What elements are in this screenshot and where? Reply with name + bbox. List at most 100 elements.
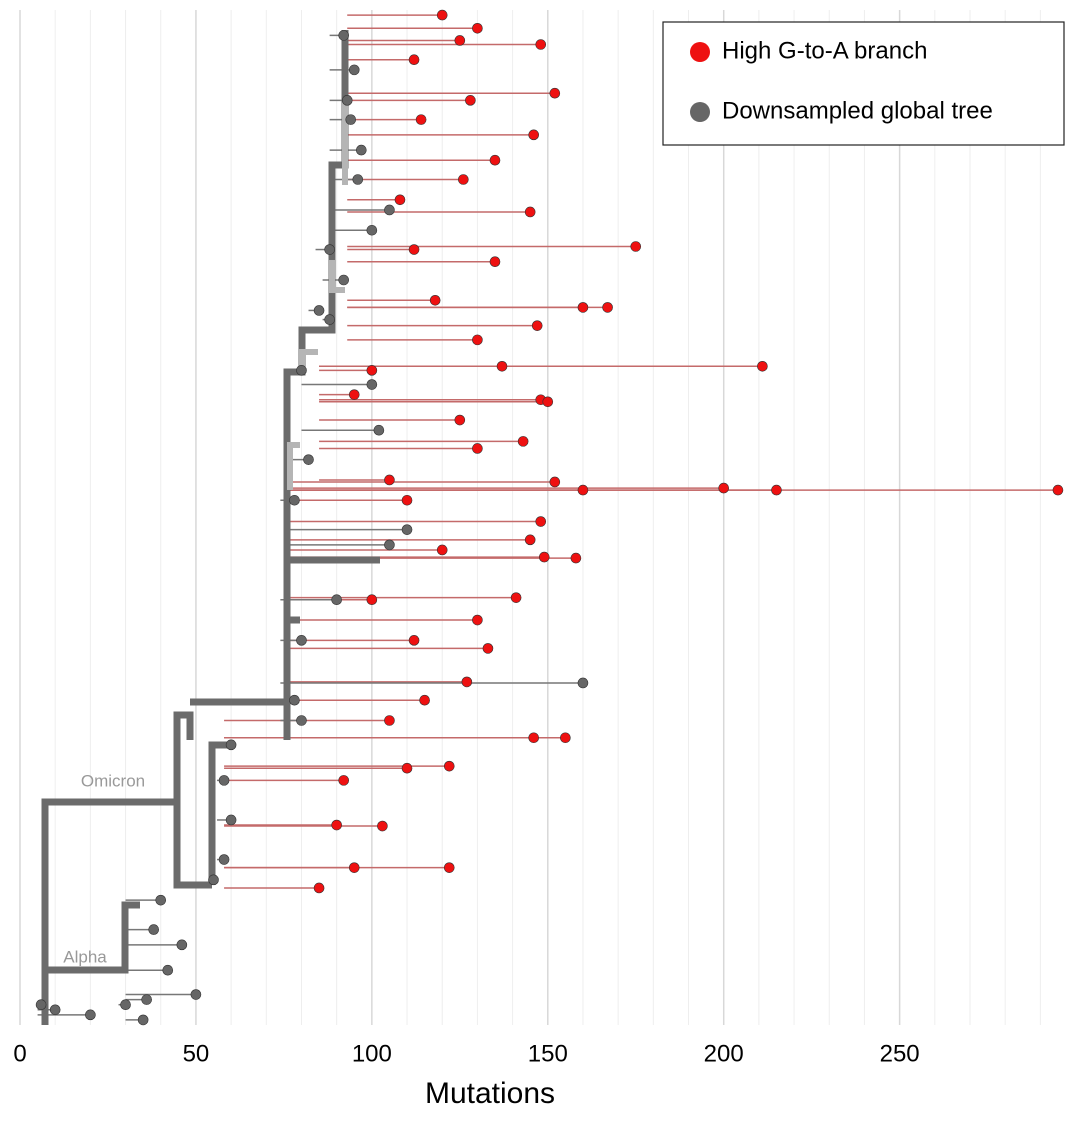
tip — [384, 715, 395, 726]
tip — [49, 1004, 61, 1016]
x-tick-label: 200 — [704, 1040, 744, 1067]
tip — [348, 862, 360, 873]
tip — [461, 676, 473, 688]
tip — [313, 882, 325, 894]
tip — [225, 739, 237, 751]
tip — [602, 302, 613, 313]
tip — [577, 677, 589, 689]
tip — [577, 302, 589, 313]
tip — [408, 54, 420, 66]
tip — [531, 320, 543, 331]
tip — [489, 256, 501, 268]
tip — [1052, 484, 1064, 496]
tip — [366, 365, 378, 376]
tip — [296, 715, 307, 726]
tip — [377, 820, 388, 832]
x-tick-label: 100 — [352, 1040, 392, 1067]
tip — [401, 762, 413, 774]
tip — [384, 204, 395, 216]
tip — [141, 994, 152, 1005]
tip — [331, 819, 342, 831]
tip — [331, 594, 342, 606]
legend-marker — [690, 102, 710, 122]
tip — [190, 989, 202, 1000]
tip — [384, 539, 395, 551]
tip — [120, 999, 131, 1011]
tip — [549, 87, 561, 99]
tip — [489, 154, 501, 166]
tip — [366, 224, 378, 236]
tip — [155, 894, 167, 906]
x-axis-label: Mutations — [425, 1077, 555, 1110]
tip — [373, 424, 385, 436]
tip — [218, 854, 230, 865]
tip — [345, 114, 357, 125]
tip — [472, 614, 483, 626]
tip — [528, 129, 540, 141]
tip — [162, 964, 174, 976]
annotation: Omicron — [81, 771, 145, 790]
tip — [771, 484, 782, 496]
tip — [85, 1009, 96, 1021]
tip — [366, 594, 378, 606]
tip — [366, 379, 378, 390]
tip — [472, 443, 483, 454]
tip — [401, 524, 413, 535]
tip — [289, 494, 300, 506]
tip — [394, 194, 406, 206]
tip — [338, 30, 350, 41]
tip — [225, 814, 237, 826]
tip — [324, 244, 335, 255]
tip — [303, 454, 314, 465]
tip — [472, 334, 483, 346]
tip — [401, 494, 413, 506]
tip — [324, 314, 335, 325]
legend-marker — [690, 42, 710, 62]
x-tick-label: 50 — [183, 1040, 210, 1067]
backbone-light — [287, 100, 348, 490]
tip — [313, 305, 325, 316]
x-tick-label: 0 — [13, 1040, 26, 1067]
tip — [454, 35, 466, 46]
tip — [577, 484, 589, 496]
tip — [436, 9, 448, 21]
backbone-sub — [287, 556, 380, 624]
backbone — [41, 30, 380, 1025]
tip — [408, 244, 420, 255]
x-tick-label: 250 — [880, 1040, 920, 1067]
tip — [296, 635, 307, 646]
tip — [517, 436, 529, 447]
tip — [524, 206, 536, 218]
tip — [408, 635, 420, 646]
tip — [443, 760, 455, 772]
tip — [542, 396, 554, 408]
tip — [524, 534, 536, 546]
tip — [560, 732, 571, 744]
tip — [415, 114, 427, 125]
backbone-main — [173, 30, 349, 802]
branches — [37, 14, 1058, 1021]
tip — [465, 95, 476, 106]
grid — [19, 10, 1041, 1025]
tip — [296, 365, 307, 376]
tip — [443, 862, 455, 873]
legend-label: Downsampled global tree — [722, 97, 993, 124]
annotation: Alpha — [63, 947, 107, 966]
tip — [355, 144, 367, 156]
tip — [148, 924, 160, 935]
tip — [535, 39, 547, 50]
tip — [436, 544, 448, 556]
tip — [757, 360, 768, 372]
tip — [458, 174, 469, 185]
tip — [341, 95, 353, 106]
backbone-alpha — [45, 741, 228, 974]
tip — [35, 999, 47, 1011]
tip — [348, 389, 360, 400]
tip — [570, 552, 582, 564]
tip — [338, 775, 350, 786]
tip — [454, 414, 466, 426]
x-tick-label: 150 — [528, 1040, 568, 1067]
tip — [289, 694, 300, 706]
tip — [429, 294, 441, 306]
